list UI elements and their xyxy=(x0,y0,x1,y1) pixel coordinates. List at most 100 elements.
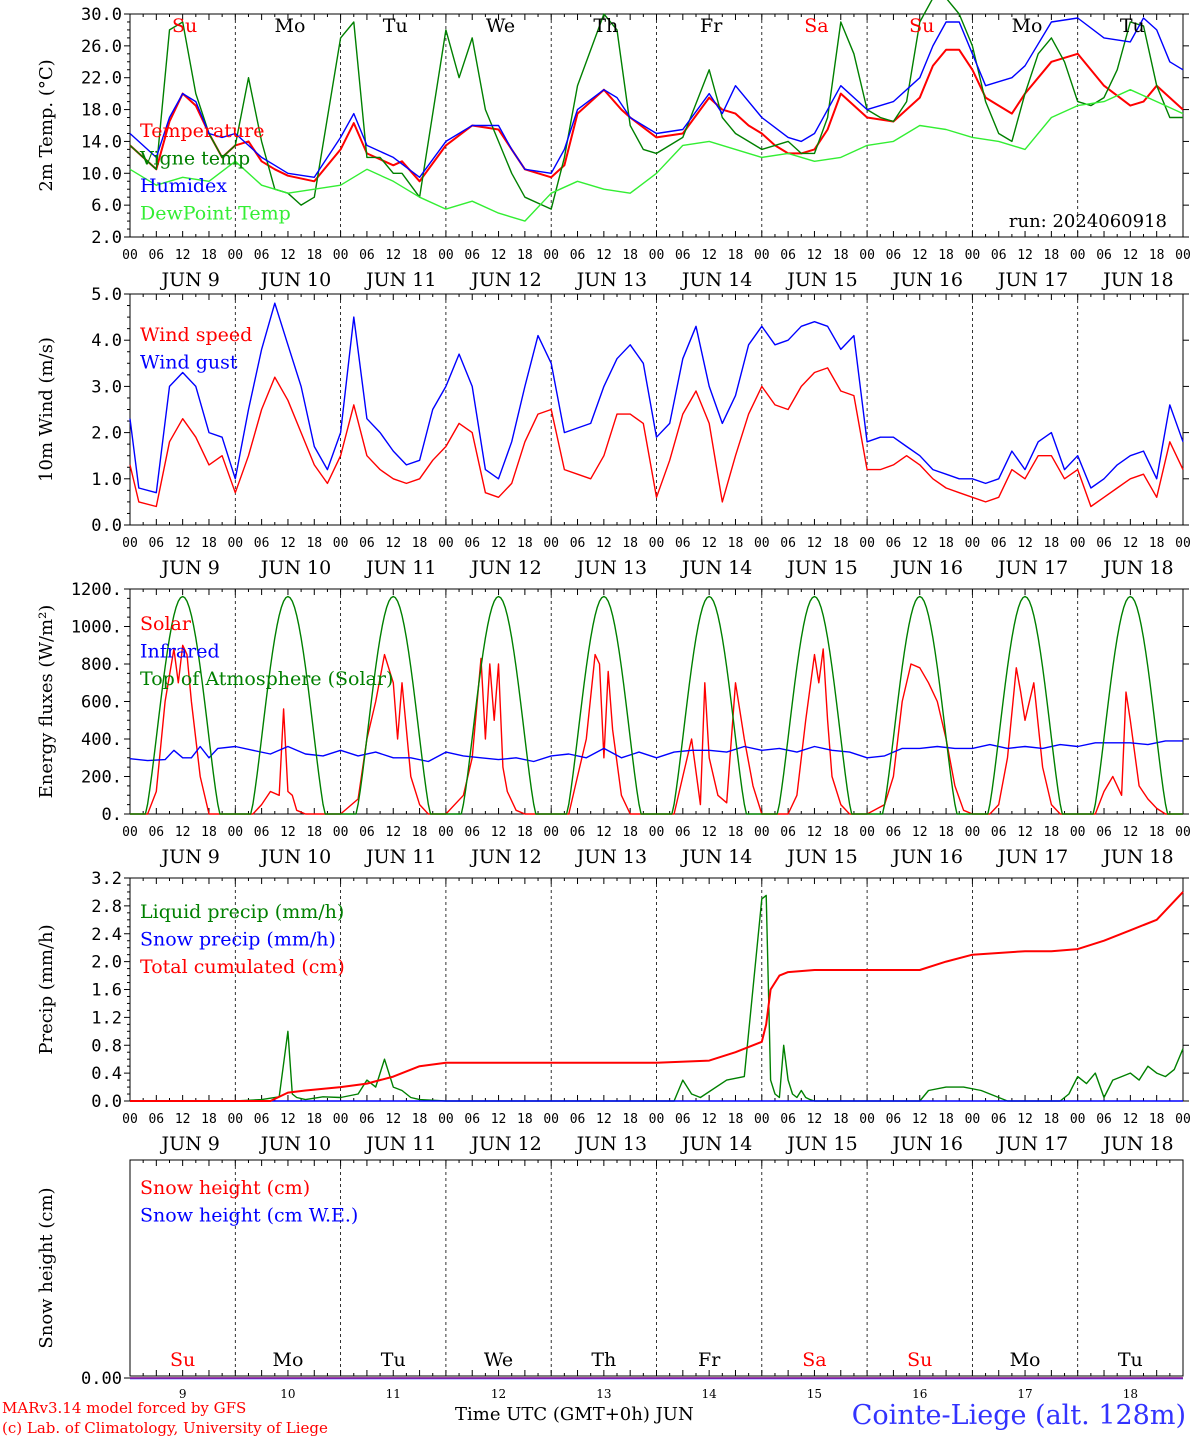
hour-tick-label: 18 xyxy=(728,248,744,263)
hour-tick-label: 06 xyxy=(675,248,691,263)
y-tick-label: 0. xyxy=(102,805,122,825)
date-label: JUN 11 xyxy=(364,557,436,579)
hour-tick-label: 00 xyxy=(754,248,770,263)
run-annotation: run: 2024060918 xyxy=(1009,211,1167,232)
date-label: JUN 12 xyxy=(469,269,541,291)
hour-tick-label: 12 xyxy=(280,248,296,263)
legend-entry: Snow height (cm W.E.) xyxy=(140,1205,358,1227)
hour-tick-label: 18 xyxy=(517,825,533,840)
hour-tick-label: 18 xyxy=(201,248,217,263)
y-tick-label: 400. xyxy=(81,730,122,750)
date-label: JUN 15 xyxy=(785,557,857,579)
date-label: JUN 15 xyxy=(785,269,857,291)
hour-tick-label: 12 xyxy=(807,536,823,551)
hour-tick-label: 00 xyxy=(965,536,981,551)
hour-tick-label: 12 xyxy=(807,248,823,263)
hour-tick-label: 06 xyxy=(148,1112,164,1127)
y-tick-label: 0.0 xyxy=(91,1092,122,1112)
y-axis-title: Energy fluxes (W/m²) xyxy=(36,605,57,799)
hour-tick-label: 06 xyxy=(1096,248,1112,263)
hour-tick-label: 12 xyxy=(1017,825,1033,840)
date-label: JUN 9 xyxy=(159,1133,219,1155)
series-line-liquid-precip-mm-h xyxy=(130,894,1184,1102)
y-tick-label: 200. xyxy=(81,768,122,788)
y-tick-label: 26.0 xyxy=(81,37,122,57)
legend-entry: Wind speed xyxy=(140,324,252,346)
hour-tick-label: 06 xyxy=(359,825,375,840)
day-name-label: Su xyxy=(909,15,934,37)
hour-tick-label: 00 xyxy=(227,825,243,840)
hour-tick-label: 06 xyxy=(1096,825,1112,840)
panel-3: 0. 200. 400. 600. 800. 1000. 1200. Energy fluxe… xyxy=(36,580,1191,868)
legend-entry: Humidex xyxy=(140,175,227,197)
date-label: JUN 15 xyxy=(785,1133,857,1155)
day-number-label: 9 xyxy=(179,1387,187,1400)
legend-entry: Total cumulated (cm) xyxy=(140,956,345,978)
hour-tick-label: 00 xyxy=(543,248,559,263)
hour-tick-label: 12 xyxy=(175,536,191,551)
date-label: JUN 16 xyxy=(891,557,963,579)
series-line-wind-gust xyxy=(129,302,1184,494)
hour-tick-label: 06 xyxy=(675,1112,691,1127)
hour-tick-label: 06 xyxy=(1096,536,1112,551)
hour-tick-label: 06 xyxy=(991,825,1007,840)
legend-entry: DewPoint Temp xyxy=(140,203,291,225)
series-line-humidex xyxy=(129,17,1184,178)
hour-tick-label: 00 xyxy=(227,1112,243,1127)
hour-tick-label: 12 xyxy=(491,825,507,840)
hour-tick-label: 00 xyxy=(965,825,981,840)
y-tick-label: 2.0 xyxy=(91,424,122,444)
day-name-label: Fr xyxy=(698,1349,721,1371)
hour-tick-label: 18 xyxy=(306,825,322,840)
hour-tick-label: 18 xyxy=(412,536,428,551)
date-label: JUN 14 xyxy=(680,269,752,291)
hour-tick-label: 06 xyxy=(570,248,586,263)
hour-tick-label: 18 xyxy=(1149,248,1165,263)
date-label: JUN 11 xyxy=(364,1133,436,1155)
hour-tick-label: 06 xyxy=(570,1112,586,1127)
day-number-label: 13 xyxy=(596,1387,611,1400)
hour-tick-label: 06 xyxy=(254,536,270,551)
hour-tick-label: 00 xyxy=(1070,1112,1086,1127)
y-axis-title: Precip (mm/h) xyxy=(36,924,57,1054)
hour-tick-label: 18 xyxy=(1044,1112,1060,1127)
day-number-label: 14 xyxy=(702,1387,718,1400)
hour-tick-label: 00 xyxy=(333,536,349,551)
hour-tick-label: 00 xyxy=(859,248,875,263)
hour-tick-label: 00 xyxy=(754,536,770,551)
hour-tick-label: 00 xyxy=(1070,536,1086,551)
y-axis-title: Snow height (cm) xyxy=(36,1187,57,1348)
hour-tick-label: 06 xyxy=(148,825,164,840)
meteogram-chart: 2.0 6.0 10.0 14.0 18.0 22.0 26.0 30.0 2m Temp. (… xyxy=(36,0,1191,1400)
hour-tick-label: 12 xyxy=(280,1112,296,1127)
hour-tick-label: 00 xyxy=(1175,536,1191,551)
hour-tick-label: 00 xyxy=(965,1112,981,1127)
hour-tick-label: 00 xyxy=(649,1112,665,1127)
y-tick-label: 5.0 xyxy=(91,285,122,305)
date-label: JUN 10 xyxy=(259,557,331,579)
y-tick-label: 22.0 xyxy=(81,69,122,89)
date-label: JUN 17 xyxy=(996,557,1068,579)
hour-tick-label: 18 xyxy=(728,1112,744,1127)
station-name: Cointe-Liege (alt. 128m) xyxy=(851,1400,1186,1431)
hour-tick-label: 00 xyxy=(1070,825,1086,840)
hour-tick-label: 18 xyxy=(938,1112,954,1127)
y-axis-title: 10m Wind (m/s) xyxy=(36,337,57,482)
hour-tick-label: 00 xyxy=(438,825,454,840)
hour-tick-label: 18 xyxy=(1149,536,1165,551)
y-tick-label: 1000. xyxy=(71,618,122,638)
date-label: JUN 16 xyxy=(891,269,963,291)
hour-tick-label: 06 xyxy=(148,248,164,263)
hour-tick-label: 00 xyxy=(122,248,138,263)
series-line-wind-speed xyxy=(129,367,1184,508)
hour-tick-label: 00 xyxy=(122,536,138,551)
hour-tick-label: 18 xyxy=(517,536,533,551)
day-name-label: Mo xyxy=(1010,1349,1041,1371)
hour-tick-label: 06 xyxy=(359,248,375,263)
hour-tick-label: 00 xyxy=(227,536,243,551)
hour-tick-label: 06 xyxy=(675,536,691,551)
legend-entry: Top of Atmosphere (Solar) xyxy=(140,668,393,690)
date-label: JUN 10 xyxy=(259,269,331,291)
hour-tick-label: 00 xyxy=(438,1112,454,1127)
hour-tick-label: 18 xyxy=(306,536,322,551)
